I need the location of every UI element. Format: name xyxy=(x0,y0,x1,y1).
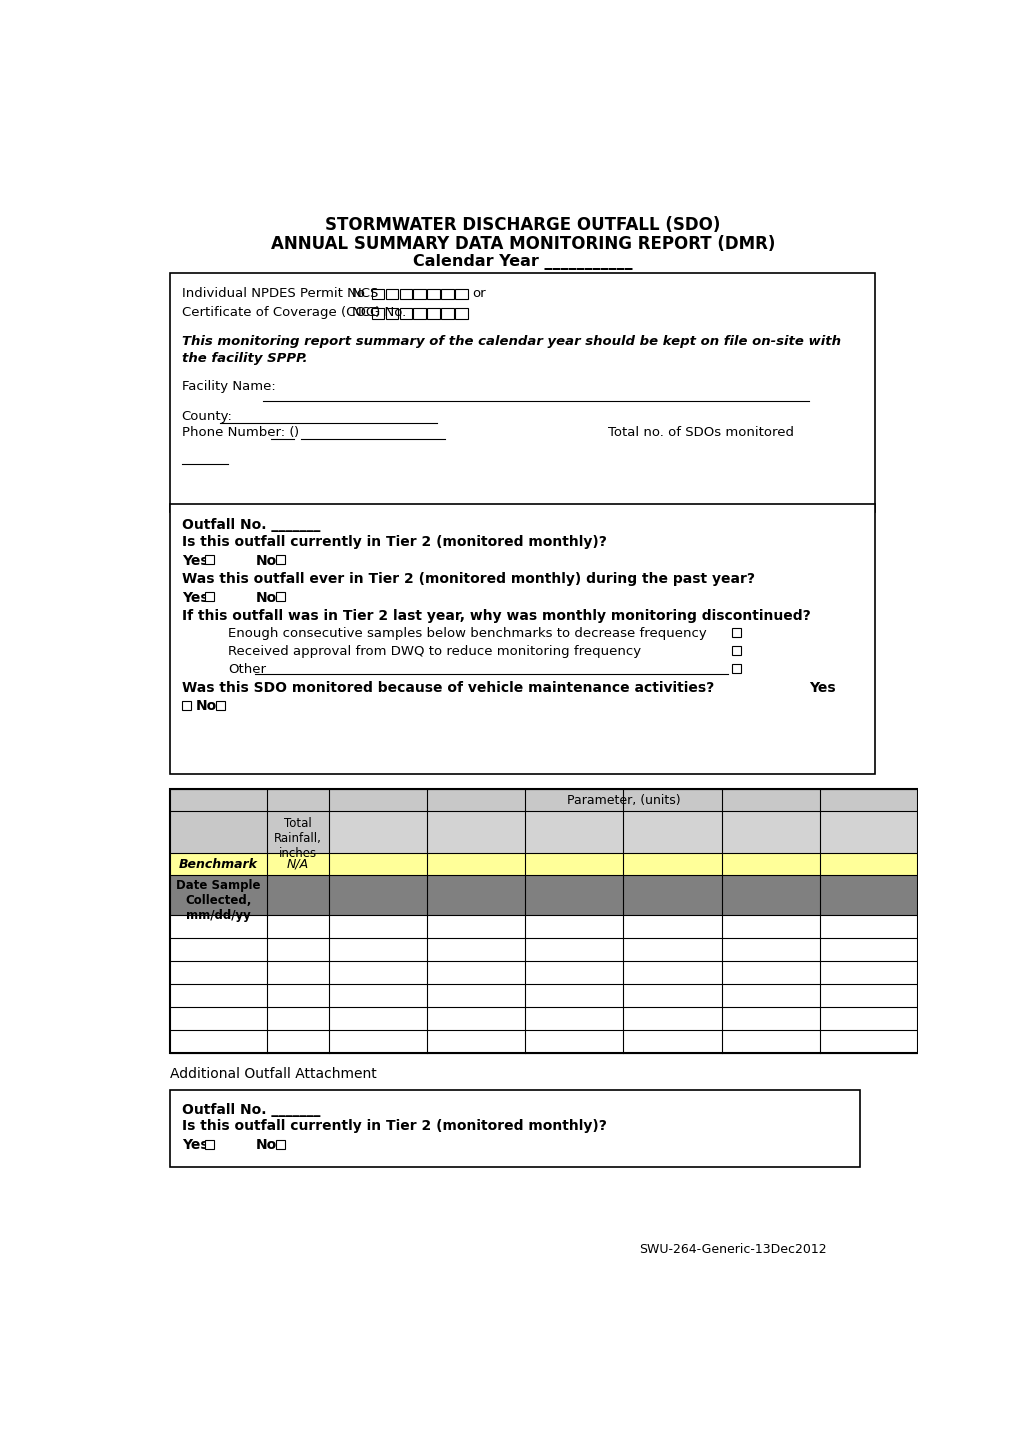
Text: Total
Rainfall,
inches: Total Rainfall, inches xyxy=(274,817,322,860)
Bar xyxy=(170,504,874,773)
Text: ANNUAL SUMMARY DATA MONITORING REPORT (DMR): ANNUAL SUMMARY DATA MONITORING REPORT (D… xyxy=(270,235,774,253)
Text: Additional Outfall Attachment: Additional Outfall Attachment xyxy=(170,1068,376,1081)
Text: Enough consecutive samples below benchmarks to decrease frequency: Enough consecutive samples below benchma… xyxy=(228,628,706,641)
Bar xyxy=(275,556,284,564)
Bar xyxy=(623,874,721,915)
Bar xyxy=(732,646,741,655)
Text: Is this outfall currently in Tier 2 (monitored monthly)?: Is this outfall currently in Tier 2 (mon… xyxy=(181,1120,606,1134)
Text: Outfall No. _______: Outfall No. _______ xyxy=(181,1102,320,1117)
Text: Calendar Year ___________: Calendar Year ___________ xyxy=(413,254,632,270)
Text: Yes: Yes xyxy=(809,681,836,696)
Bar xyxy=(819,811,917,853)
Text: Benchmark: Benchmark xyxy=(179,857,258,870)
Bar xyxy=(413,307,426,319)
Text: Was this SDO monitored because of vehicle maintenance activities?: Was this SDO monitored because of vehicl… xyxy=(181,681,713,696)
Text: Yes: Yes xyxy=(181,590,208,605)
Bar xyxy=(441,307,453,319)
Text: the facility SPPP.: the facility SPPP. xyxy=(181,352,307,365)
Text: Yes: Yes xyxy=(181,554,208,567)
Bar xyxy=(732,628,741,638)
Bar xyxy=(170,789,917,1053)
Bar xyxy=(385,289,397,300)
Bar xyxy=(732,664,741,672)
Bar xyxy=(427,307,439,319)
Text: Was this outfall ever in Tier 2 (monitored monthly) during the past year?: Was this outfall ever in Tier 2 (monitor… xyxy=(181,571,754,586)
Bar xyxy=(454,289,468,300)
Bar xyxy=(205,592,214,602)
Text: Other: Other xyxy=(228,662,266,675)
Bar xyxy=(170,811,267,853)
Bar xyxy=(329,789,917,811)
Bar xyxy=(525,811,623,853)
Bar xyxy=(216,701,225,710)
Bar xyxy=(267,874,329,915)
Text: ): ) xyxy=(293,426,299,439)
Bar xyxy=(181,701,191,710)
Bar xyxy=(525,874,623,915)
Text: Individual NPDES Permit No.: Individual NPDES Permit No. xyxy=(181,287,368,300)
Text: Outfall No. _______: Outfall No. _______ xyxy=(181,518,320,532)
Bar xyxy=(427,289,439,300)
Bar xyxy=(329,811,427,853)
Text: or: or xyxy=(472,287,485,300)
Bar xyxy=(170,874,267,915)
Text: Is this outfall currently in Tier 2 (monitored monthly)?: Is this outfall currently in Tier 2 (mon… xyxy=(181,535,606,548)
Text: Facility Name:: Facility Name: xyxy=(181,380,275,392)
Bar xyxy=(170,853,917,874)
Bar xyxy=(427,874,525,915)
Text: If this outfall was in Tier 2 last year, why was monthly monitoring discontinued: If this outfall was in Tier 2 last year,… xyxy=(181,609,810,623)
Bar xyxy=(441,289,453,300)
Bar xyxy=(205,556,214,564)
Bar xyxy=(399,307,412,319)
Text: No: No xyxy=(255,590,276,605)
Text: SWU-264-Generic-13Dec2012: SWU-264-Generic-13Dec2012 xyxy=(638,1244,825,1257)
Text: STORMWATER DISCHARGE OUTFALL (SDO): STORMWATER DISCHARGE OUTFALL (SDO) xyxy=(325,215,719,234)
Bar xyxy=(385,307,397,319)
Text: No: No xyxy=(255,554,276,567)
Text: Certificate of Coverage (COC) No.: Certificate of Coverage (COC) No. xyxy=(181,306,406,319)
Text: Parameter, (units): Parameter, (units) xyxy=(567,794,680,807)
Bar xyxy=(170,1091,859,1167)
Text: NCG: NCG xyxy=(352,306,381,319)
Text: Phone Number: (: Phone Number: ( xyxy=(181,426,293,439)
Text: Received approval from DWQ to reduce monitoring frequency: Received approval from DWQ to reduce mon… xyxy=(228,645,641,658)
Text: No: No xyxy=(255,1139,276,1152)
Bar xyxy=(371,307,383,319)
Bar xyxy=(454,307,468,319)
Bar xyxy=(721,811,819,853)
Bar xyxy=(170,273,874,512)
Bar xyxy=(721,874,819,915)
Text: No: No xyxy=(196,698,217,713)
Bar xyxy=(413,289,426,300)
Text: N/A: N/A xyxy=(286,857,309,870)
Bar xyxy=(170,789,917,1053)
Bar xyxy=(427,811,525,853)
Bar xyxy=(819,874,917,915)
Bar xyxy=(205,1140,214,1149)
Bar xyxy=(329,874,427,915)
Bar xyxy=(275,1140,284,1149)
Bar xyxy=(170,789,329,811)
Bar xyxy=(267,811,329,853)
Bar xyxy=(623,811,721,853)
Text: Total no. of SDOs monitored: Total no. of SDOs monitored xyxy=(607,426,793,439)
Text: This monitoring report summary of the calendar year should be kept on file on-si: This monitoring report summary of the ca… xyxy=(181,335,840,348)
Bar xyxy=(399,289,412,300)
Bar xyxy=(371,289,383,300)
Text: County:: County: xyxy=(181,410,232,423)
Text: Yes: Yes xyxy=(181,1139,208,1152)
Text: NCS: NCS xyxy=(352,287,379,300)
Text: Date Sample
Collected,
mm/dd/yy: Date Sample Collected, mm/dd/yy xyxy=(176,879,261,922)
Bar xyxy=(275,592,284,602)
